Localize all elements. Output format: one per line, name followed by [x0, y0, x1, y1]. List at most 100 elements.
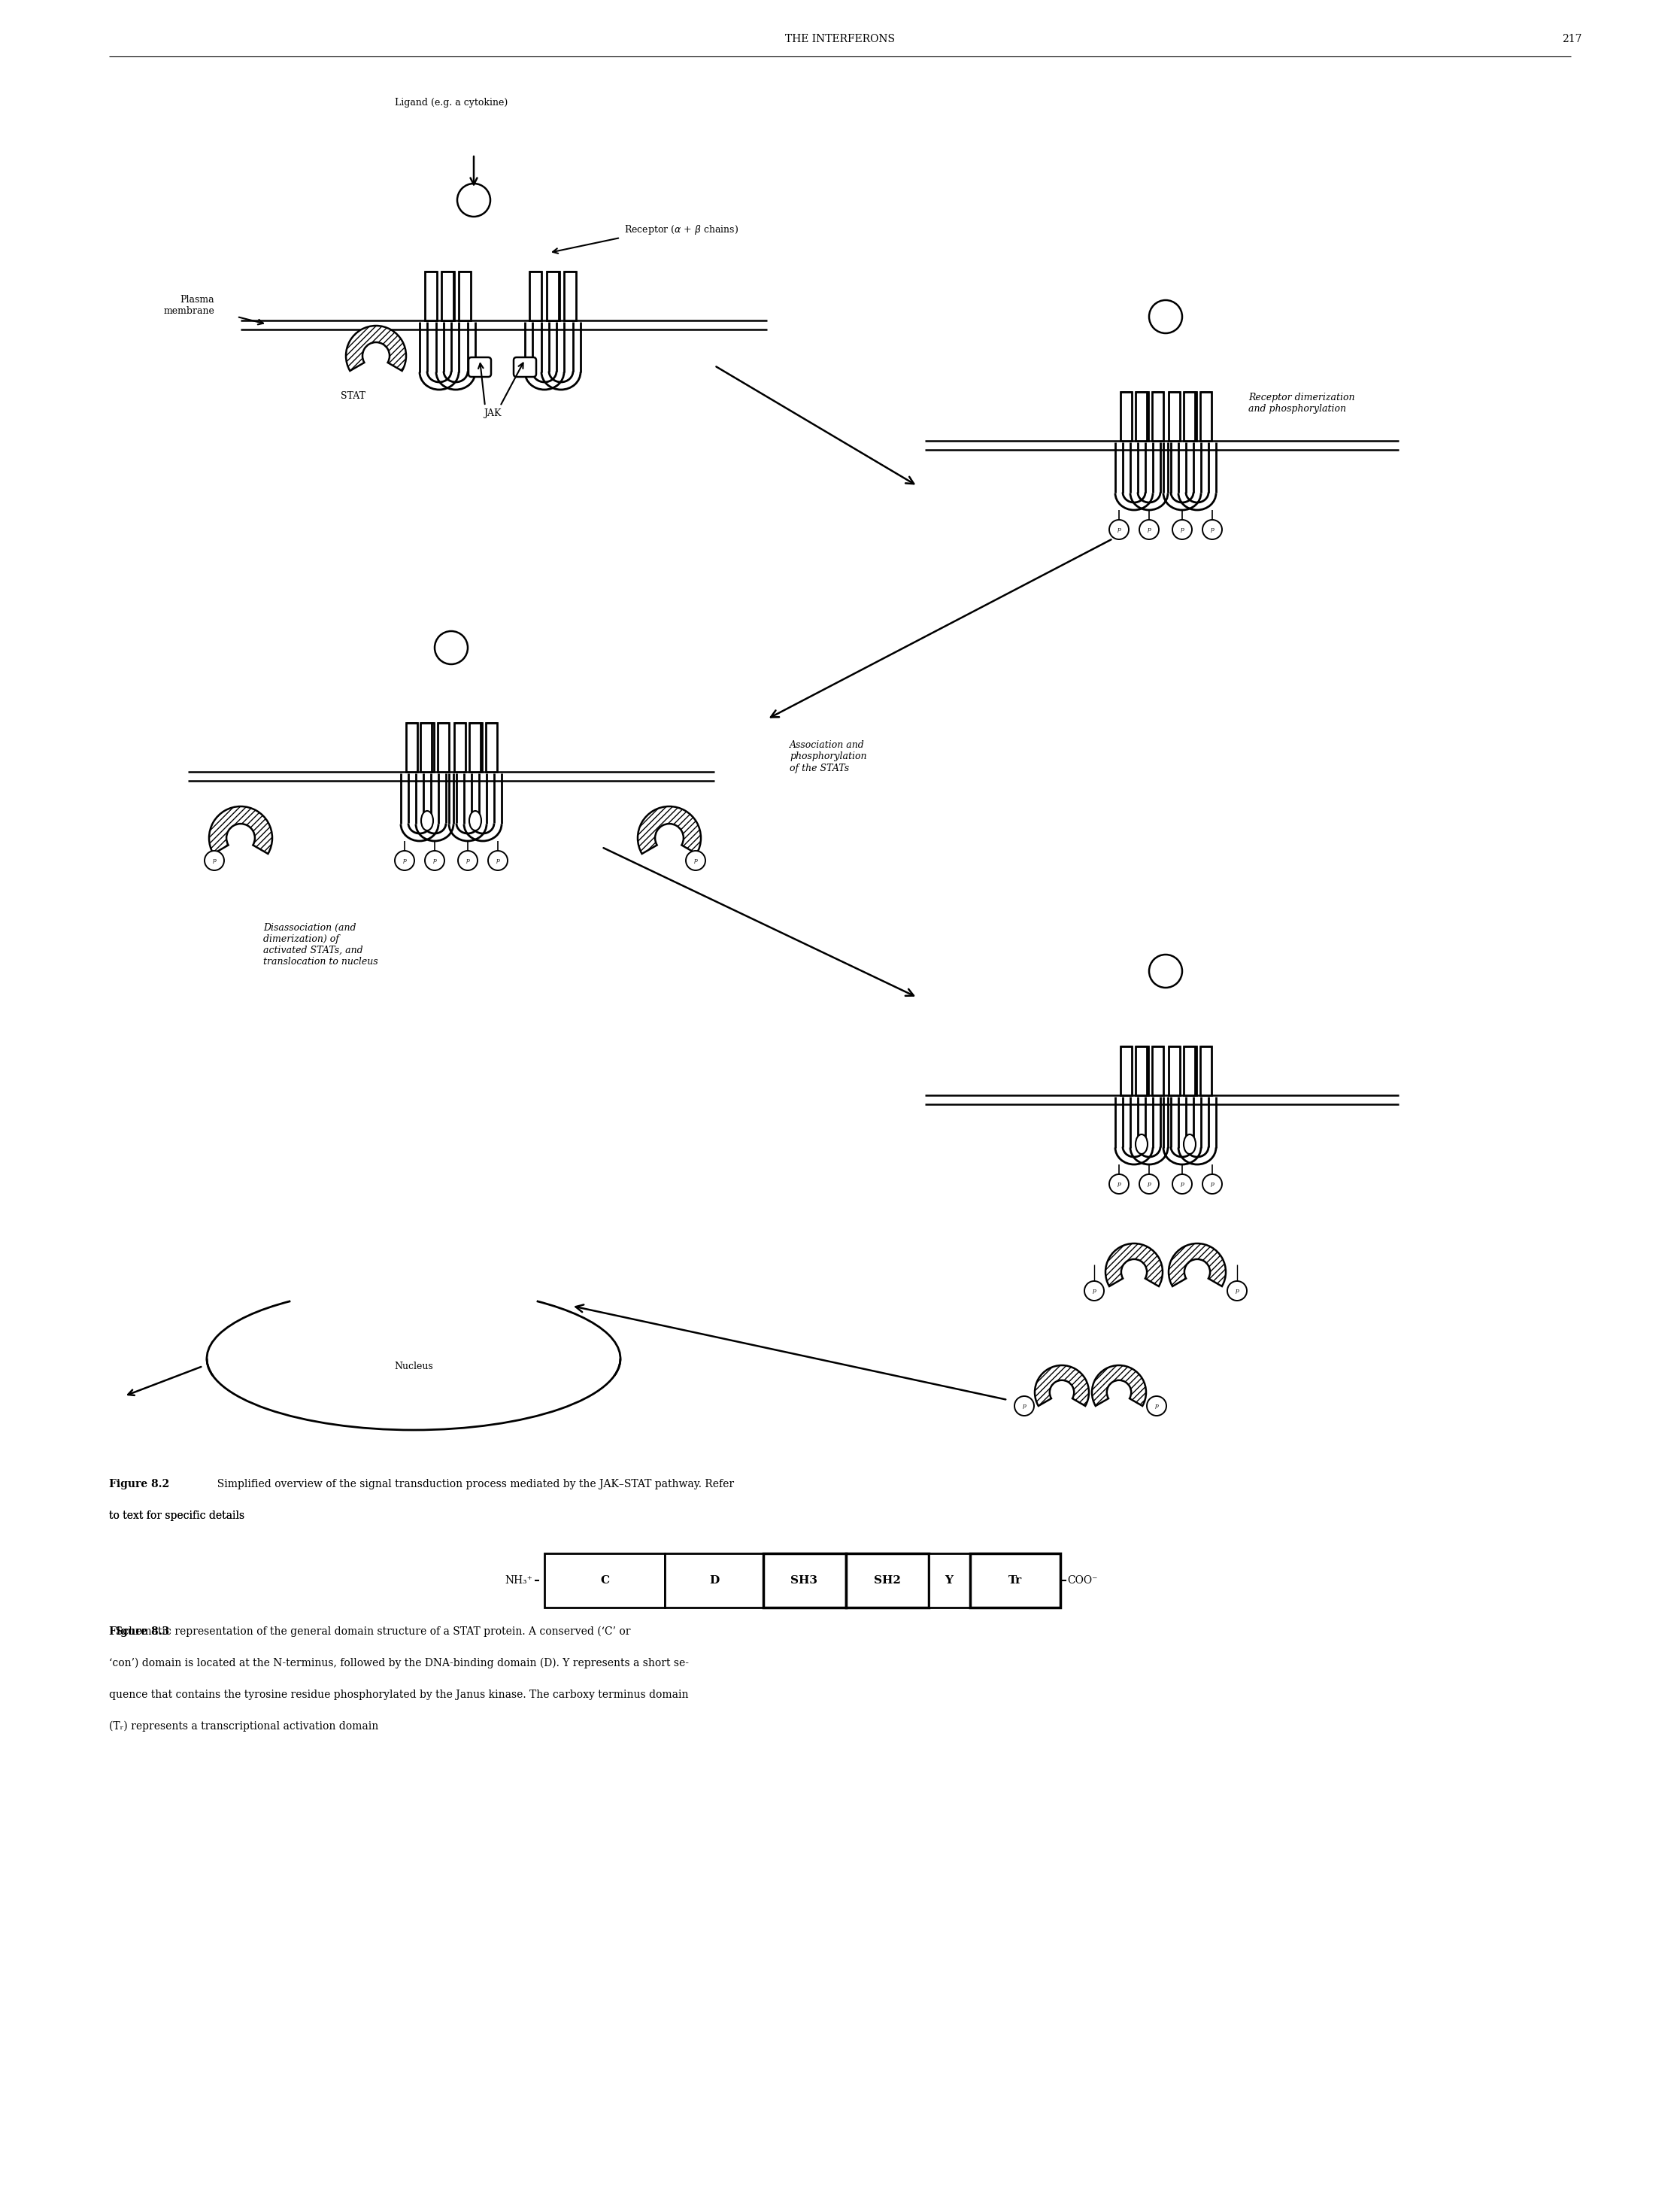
Circle shape: [1173, 1174, 1191, 1194]
Wedge shape: [1105, 1244, 1163, 1285]
Text: Tr: Tr: [1008, 1576, 1021, 1585]
Bar: [459, 271, 470, 321]
Text: Figure 8.3: Figure 8.3: [109, 1626, 170, 1637]
Circle shape: [205, 850, 223, 870]
Bar: [665, 1554, 763, 1607]
Bar: [1137, 1047, 1147, 1095]
Bar: [1168, 1047, 1179, 1095]
Text: p: p: [1210, 527, 1215, 533]
Bar: [1183, 391, 1194, 442]
Text: Nucleus: Nucleus: [395, 1362, 433, 1371]
Text: Ligand (e.g. a cytokine): Ligand (e.g. a cytokine): [395, 98, 507, 107]
Text: p: p: [403, 857, 407, 863]
Bar: [1121, 391, 1131, 442]
Wedge shape: [1169, 1244, 1226, 1285]
Text: p: p: [1117, 527, 1121, 533]
Bar: [1168, 391, 1179, 442]
Text: p: p: [433, 857, 437, 863]
Circle shape: [1147, 1397, 1166, 1417]
Text: p: p: [465, 857, 470, 863]
Wedge shape: [208, 807, 272, 855]
Text: Schematic representation of the general domain structure of a STAT protein. A co: Schematic representation of the general …: [109, 1626, 630, 1637]
Text: Receptor dimerization
and phosphorylation: Receptor dimerization and phosphorylatio…: [1248, 393, 1354, 413]
Bar: [425, 271, 437, 321]
Text: to text for specific details: to text for specific details: [109, 1511, 245, 1521]
Text: p: p: [212, 857, 217, 863]
Bar: [1184, 391, 1196, 442]
Bar: [1136, 391, 1146, 442]
Text: p: p: [1023, 1403, 1026, 1410]
Text: p: p: [1092, 1288, 1095, 1294]
Text: Association and
phosphorylation
of the STATs: Association and phosphorylation of the S…: [790, 741, 867, 774]
Bar: [1136, 1047, 1146, 1095]
Ellipse shape: [469, 811, 480, 831]
Bar: [437, 724, 449, 772]
Wedge shape: [1092, 1366, 1146, 1406]
Circle shape: [435, 632, 467, 665]
Text: SH3: SH3: [791, 1576, 818, 1585]
Ellipse shape: [1136, 1135, 1147, 1154]
Circle shape: [1203, 1174, 1221, 1194]
Circle shape: [1109, 520, 1129, 540]
Bar: [1121, 1047, 1131, 1095]
Bar: [1152, 1047, 1163, 1095]
Text: p: p: [496, 857, 499, 863]
Bar: [546, 271, 558, 321]
Circle shape: [1139, 1174, 1159, 1194]
Text: SH2: SH2: [874, 1576, 900, 1585]
Text: Disassociation (and
dimerization) of
activated STATs, and
translocation to nucle: Disassociation (and dimerization) of act…: [264, 922, 378, 966]
Bar: [1184, 1047, 1196, 1095]
Text: 217: 217: [1562, 33, 1583, 44]
Circle shape: [425, 850, 445, 870]
Bar: [1137, 391, 1147, 442]
Wedge shape: [638, 807, 701, 855]
Circle shape: [1139, 520, 1159, 540]
Bar: [969, 1554, 1060, 1607]
Circle shape: [1084, 1281, 1104, 1301]
Circle shape: [1203, 520, 1221, 540]
Bar: [405, 724, 417, 772]
Circle shape: [395, 850, 415, 870]
Bar: [442, 271, 454, 321]
FancyBboxPatch shape: [469, 356, 491, 376]
Circle shape: [489, 850, 507, 870]
Circle shape: [1149, 299, 1183, 332]
Text: p: p: [1117, 1180, 1121, 1187]
Text: Y: Y: [944, 1576, 953, 1585]
Circle shape: [457, 184, 491, 216]
Bar: [544, 1554, 665, 1607]
Text: (Tᵣ) represents a transcriptional activation domain: (Tᵣ) represents a transcriptional activa…: [109, 1720, 378, 1731]
Bar: [929, 1554, 969, 1607]
Bar: [763, 1554, 845, 1607]
Circle shape: [1015, 1397, 1033, 1417]
Text: Receptor ($\alpha$ + $\beta$ chains): Receptor ($\alpha$ + $\beta$ chains): [625, 223, 739, 236]
Text: C: C: [600, 1576, 610, 1585]
Bar: [422, 724, 433, 772]
Bar: [529, 271, 543, 321]
Ellipse shape: [422, 811, 433, 831]
Circle shape: [1109, 1174, 1129, 1194]
Bar: [470, 724, 482, 772]
Text: p: p: [1181, 527, 1184, 533]
Text: p: p: [1235, 1288, 1238, 1294]
Text: to text for specific details: to text for specific details: [109, 1511, 245, 1521]
Circle shape: [1173, 520, 1191, 540]
Text: NH₃⁺: NH₃⁺: [506, 1576, 533, 1585]
Bar: [486, 724, 497, 772]
Wedge shape: [1035, 1366, 1089, 1406]
Text: p: p: [1147, 527, 1151, 533]
Text: Plasma
membrane: Plasma membrane: [163, 295, 215, 317]
Text: Figure 8.2: Figure 8.2: [109, 1480, 170, 1489]
Ellipse shape: [1184, 1135, 1196, 1154]
Bar: [845, 1554, 929, 1607]
Bar: [454, 724, 465, 772]
Bar: [563, 271, 576, 321]
Bar: [442, 271, 454, 321]
Bar: [1200, 1047, 1211, 1095]
Bar: [1183, 1047, 1194, 1095]
Text: ‘con’) domain is located at the N-terminus, followed by the DNA-binding domain (: ‘con’) domain is located at the N-termin…: [109, 1657, 689, 1668]
Text: quence that contains the tyrosine residue phosphorylated by the Janus kinase. Th: quence that contains the tyrosine residu…: [109, 1690, 689, 1701]
Bar: [420, 724, 432, 772]
Text: STAT: STAT: [341, 391, 366, 400]
Text: D: D: [709, 1576, 719, 1585]
